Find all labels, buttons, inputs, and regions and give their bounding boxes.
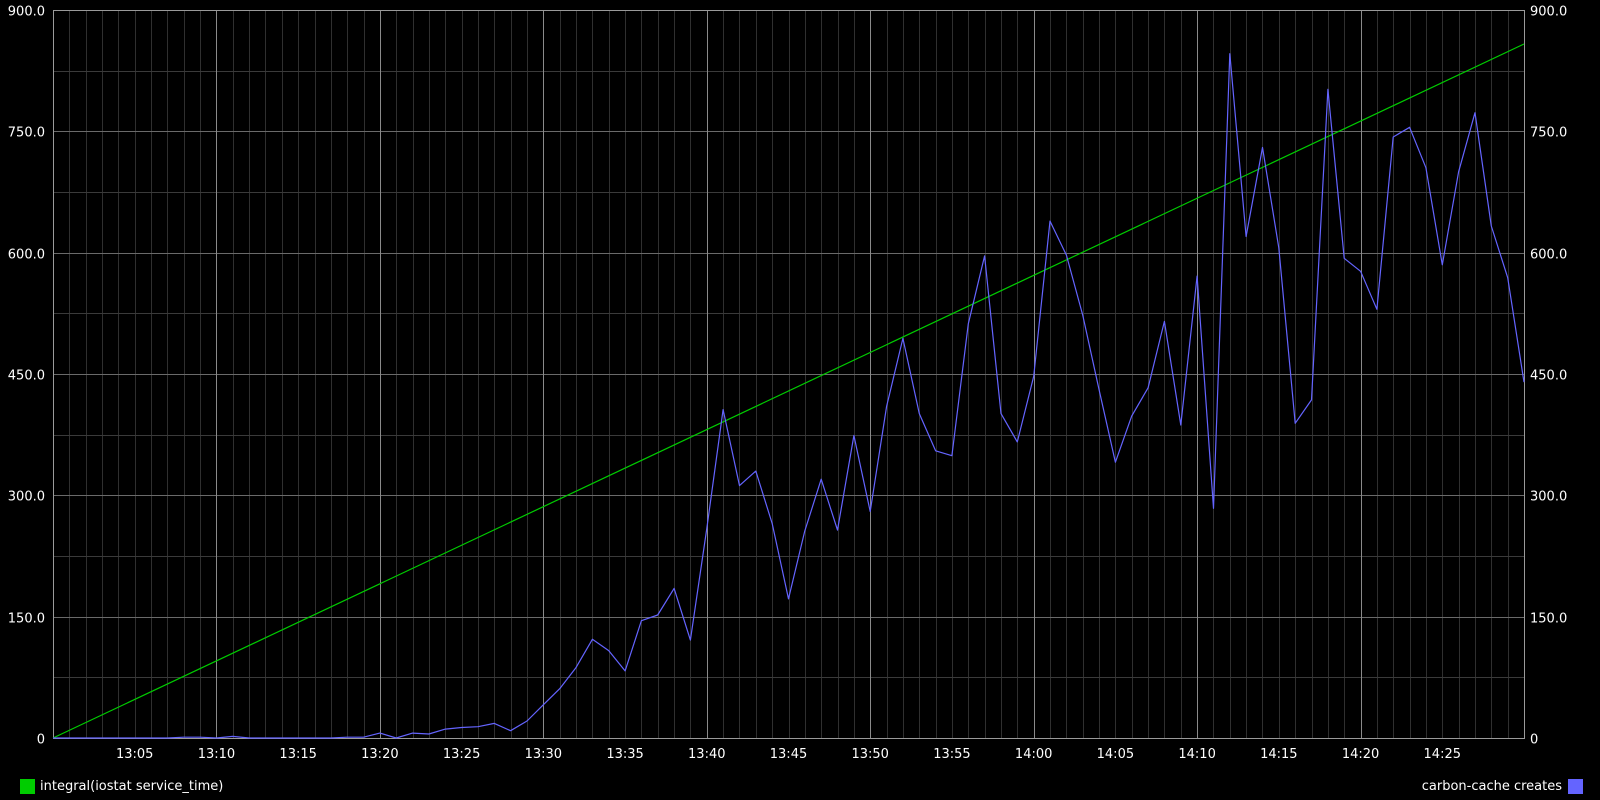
x-tick-label: 13:30 [525, 747, 562, 762]
plot-border [53, 10, 1525, 739]
plot-frame [53, 10, 1525, 739]
x-tick-label: 13:25 [443, 747, 480, 762]
series-layer [52, 43, 1525, 739]
x-tick-label: 13:35 [606, 747, 643, 762]
y-tick-label-right: 600.0 [1530, 248, 1567, 263]
legend-item-carbon-cache: carbon-cache creates [1422, 778, 1583, 794]
x-tick-label: 14:20 [1342, 747, 1379, 762]
y-axis-right: 0 150.0 300.0 450.0 600.0 750.0 900.0 [1530, 5, 1567, 748]
y-tick-label-left: 450.0 [8, 369, 45, 384]
x-tick-label: 14:25 [1424, 747, 1461, 762]
legend-item-integral: integral(iostat service_time) [20, 778, 223, 794]
y-tick-label-left: 900.0 [8, 5, 45, 20]
y-axis-left: 0 150.0 300.0 450.0 600.0 750.0 900.0 [8, 5, 45, 748]
x-tick-label: 14:00 [1015, 747, 1052, 762]
series-line-carbon-cache-creates [53, 53, 1525, 739]
y-tick-label-right: 900.0 [1530, 5, 1567, 20]
y-tick-label-right: 750.0 [1530, 126, 1567, 141]
x-tick-label: 13:05 [116, 747, 153, 762]
y-tick-label-right: 300.0 [1530, 490, 1567, 505]
legend-swatch-integral [20, 778, 35, 794]
x-tick-label: 13:55 [933, 747, 970, 762]
x-tick-label: 13:15 [279, 747, 316, 762]
y-tick-label-left: 750.0 [8, 126, 45, 141]
x-tick-label: 13:20 [361, 747, 398, 762]
legend-swatch-carbon-cache [1568, 778, 1583, 794]
x-tick-label: 13:45 [770, 747, 807, 762]
y-tick-label-right: 150.0 [1530, 612, 1567, 627]
y-tick-label-left: 0 [37, 733, 45, 748]
x-tick-label: 14:10 [1178, 747, 1215, 762]
x-tick-label: 14:05 [1097, 747, 1134, 762]
series-line-integral-iostat-service-time [52, 43, 1525, 739]
x-tick-label: 13:40 [688, 747, 725, 762]
y-tick-label-right: 450.0 [1530, 369, 1567, 384]
y-tick-label-left: 600.0 [8, 248, 45, 263]
y-tick-label-left: 150.0 [8, 612, 45, 627]
legend-label-integral: integral(iostat service_time) [40, 778, 224, 794]
x-axis: 13:05 13:10 13:15 13:20 13:25 13:30 13:35 13:40… [116, 747, 1461, 762]
major-grid [53, 10, 1524, 739]
y-tick-label-right: 0 [1530, 733, 1538, 748]
y-tick-label-left: 300.0 [8, 490, 45, 505]
x-tick-label: 14:15 [1260, 747, 1297, 762]
x-tick-label: 13:50 [851, 747, 888, 762]
legend-label-carbon-cache: carbon-cache creates [1421, 778, 1562, 794]
x-tick-label: 13:10 [198, 747, 235, 762]
